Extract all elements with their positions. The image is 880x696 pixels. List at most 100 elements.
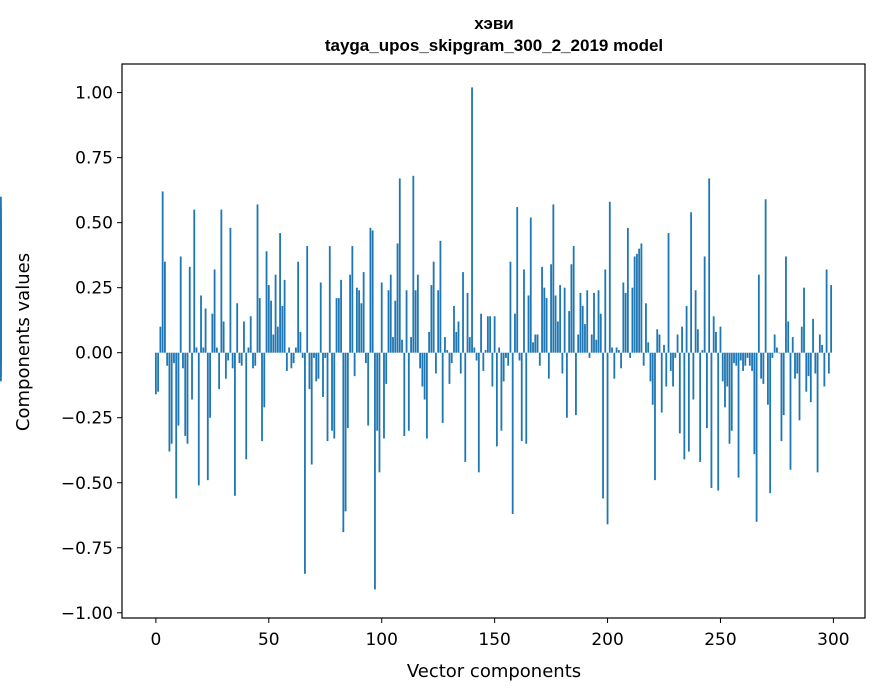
bar bbox=[306, 246, 309, 353]
bar bbox=[755, 352, 758, 522]
bar bbox=[803, 287, 805, 353]
bar bbox=[313, 352, 315, 358]
bar bbox=[527, 295, 530, 353]
bar bbox=[184, 352, 187, 436]
bar bbox=[611, 347, 613, 353]
bar bbox=[211, 313, 214, 353]
bar bbox=[575, 352, 577, 416]
bar bbox=[358, 290, 361, 353]
bar bbox=[453, 305, 455, 353]
bar bbox=[486, 316, 489, 353]
x-tick-label: 50 bbox=[258, 630, 280, 650]
bar bbox=[170, 352, 173, 444]
bar bbox=[308, 352, 311, 390]
x-axis-label: Vector components bbox=[407, 661, 581, 682]
bar bbox=[787, 321, 790, 353]
bar bbox=[735, 352, 738, 366]
bar bbox=[281, 305, 284, 353]
bar bbox=[459, 352, 462, 374]
bar bbox=[830, 285, 833, 353]
bar bbox=[224, 352, 227, 379]
bar bbox=[292, 352, 295, 364]
bar bbox=[500, 352, 503, 431]
bar bbox=[520, 352, 523, 442]
bar bbox=[227, 352, 230, 361]
bar bbox=[290, 352, 293, 369]
bar bbox=[748, 352, 751, 366]
bar bbox=[369, 227, 372, 353]
bar bbox=[674, 352, 677, 358]
bar bbox=[586, 290, 589, 353]
bar bbox=[188, 266, 191, 353]
bar bbox=[261, 352, 263, 442]
bar bbox=[407, 352, 410, 431]
bar bbox=[773, 334, 776, 353]
bar bbox=[796, 352, 799, 374]
bar bbox=[396, 243, 399, 353]
bar bbox=[762, 352, 765, 384]
bar bbox=[489, 316, 492, 353]
bar bbox=[798, 352, 801, 421]
bar bbox=[545, 298, 548, 353]
bar bbox=[326, 352, 329, 442]
bar bbox=[324, 352, 327, 358]
bar bbox=[683, 352, 686, 460]
bar bbox=[374, 352, 376, 590]
y-axis-label: Components values bbox=[13, 253, 34, 431]
x-tick-label: 100 bbox=[365, 630, 397, 650]
x-tick-label: 150 bbox=[478, 630, 510, 650]
bar bbox=[240, 352, 243, 366]
bar bbox=[435, 352, 437, 374]
bar bbox=[692, 352, 695, 400]
bar bbox=[310, 352, 313, 465]
bar bbox=[294, 347, 297, 353]
bar bbox=[353, 352, 356, 377]
bar bbox=[687, 352, 690, 452]
plot-frame bbox=[121, 63, 866, 619]
bar bbox=[715, 331, 717, 353]
bar bbox=[622, 282, 625, 353]
bar bbox=[416, 274, 419, 353]
bar bbox=[394, 300, 397, 353]
bar bbox=[297, 261, 300, 353]
bar bbox=[412, 175, 415, 353]
bar bbox=[794, 352, 796, 379]
bar bbox=[213, 269, 216, 353]
bar bbox=[597, 290, 600, 353]
bar bbox=[234, 352, 236, 496]
bar bbox=[362, 272, 365, 353]
bar bbox=[753, 352, 756, 455]
bar bbox=[554, 295, 557, 353]
bar bbox=[751, 352, 753, 371]
bar bbox=[505, 352, 507, 358]
bar bbox=[179, 256, 182, 353]
bar bbox=[525, 352, 528, 444]
bar bbox=[439, 240, 442, 353]
bar bbox=[561, 352, 564, 374]
bar bbox=[757, 274, 760, 353]
bar bbox=[685, 305, 688, 353]
bar bbox=[724, 352, 726, 408]
bar bbox=[572, 246, 575, 353]
bar bbox=[450, 352, 453, 364]
bar bbox=[665, 352, 668, 387]
bar bbox=[288, 347, 291, 353]
bar bbox=[507, 352, 510, 366]
bar bbox=[471, 87, 473, 353]
bar bbox=[493, 316, 496, 353]
bar bbox=[204, 308, 207, 353]
bar bbox=[699, 352, 702, 462]
bar bbox=[254, 352, 257, 366]
y-tick-label: −1.00 bbox=[61, 604, 113, 624]
bar bbox=[694, 290, 697, 353]
bar bbox=[423, 352, 426, 400]
bar bbox=[437, 290, 440, 353]
bar bbox=[518, 352, 521, 361]
bar bbox=[202, 347, 205, 353]
bar bbox=[265, 251, 268, 353]
bar bbox=[825, 269, 828, 353]
bar bbox=[168, 352, 171, 452]
bar bbox=[285, 352, 288, 371]
x-tick-label: 250 bbox=[704, 630, 736, 650]
